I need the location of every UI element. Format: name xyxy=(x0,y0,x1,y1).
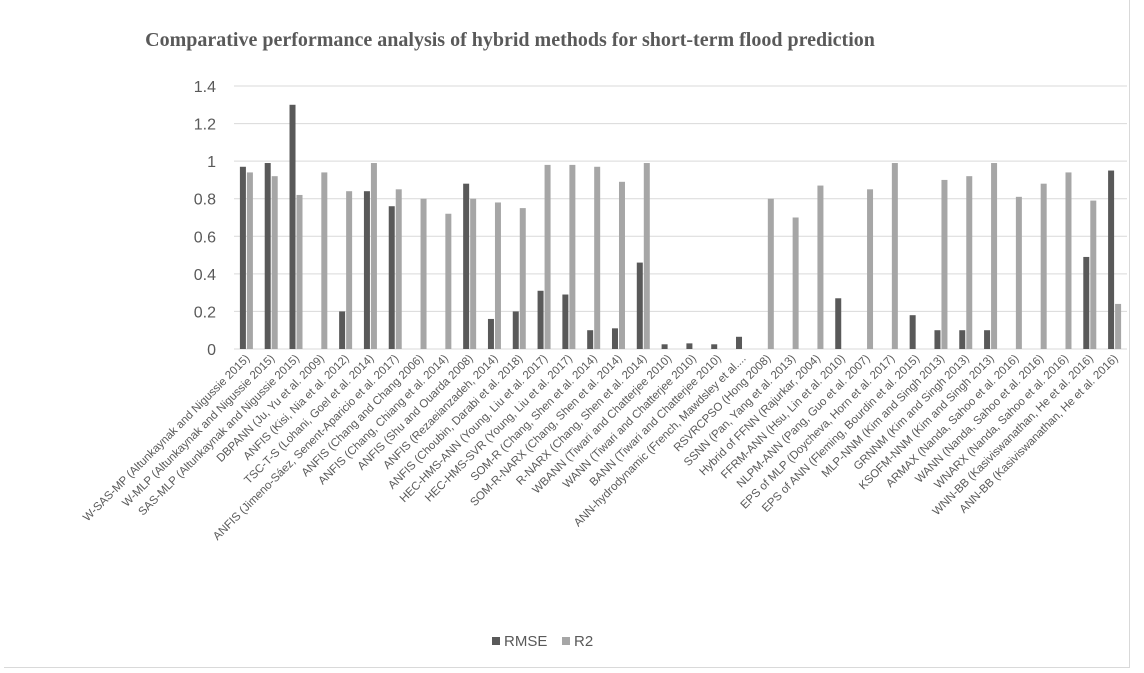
bar-rmse xyxy=(636,262,643,349)
y-tick-label: 0.4 xyxy=(194,267,216,284)
bar-r2 xyxy=(643,163,650,349)
bar-r2 xyxy=(1015,196,1022,349)
legend-swatch-r2 xyxy=(562,637,570,645)
bar-rmse xyxy=(611,328,618,349)
bar-r2 xyxy=(594,166,601,349)
bar-r2 xyxy=(296,194,303,349)
bar-rmse xyxy=(537,290,544,349)
bar-rmse xyxy=(1083,256,1090,349)
x-category-label: W-SAS-MP (Altunkaynak and Nigussie 2015) xyxy=(81,353,252,524)
y-tick-label: 1 xyxy=(207,154,216,171)
bar-r2 xyxy=(618,181,625,349)
y-tick-label: 1.4 xyxy=(194,79,216,96)
bar-rmse xyxy=(909,315,916,349)
bar-rmse xyxy=(388,206,395,349)
bar-r2 xyxy=(569,164,576,349)
y-tick-label: 0.8 xyxy=(194,192,216,209)
bar-rmse xyxy=(835,298,842,349)
bar-r2 xyxy=(445,213,452,349)
bar-r2 xyxy=(321,172,328,349)
bar-r2 xyxy=(494,202,501,349)
bar-r2 xyxy=(966,176,973,349)
bar-rmse xyxy=(463,183,470,349)
bar-rmse xyxy=(264,163,271,349)
bar-rmse xyxy=(661,344,668,349)
bar-rmse xyxy=(934,330,941,349)
y-tick-label: 0.2 xyxy=(194,304,216,321)
bar-r2 xyxy=(1115,303,1122,349)
bar-rmse xyxy=(487,318,494,349)
bar-rmse xyxy=(984,330,991,349)
legend-swatch-rmse xyxy=(492,637,500,645)
bar-rmse xyxy=(959,330,966,349)
bar-r2 xyxy=(767,198,774,349)
bar-rmse xyxy=(289,104,296,350)
bar-rmse xyxy=(587,330,594,349)
chart-title: Comparative performance analysis of hybr… xyxy=(145,29,875,51)
bar-r2 xyxy=(544,164,551,349)
bar-rmse xyxy=(686,343,693,349)
legend-label-r2: R2 xyxy=(574,633,593,650)
bar-rmse xyxy=(512,311,519,349)
bar-rmse xyxy=(339,311,346,349)
legend-label-rmse: RMSE xyxy=(504,633,547,650)
y-tick-label: 0.6 xyxy=(194,229,216,246)
bar-rmse xyxy=(363,191,370,349)
chart-area: Comparative performance analysis of hybr… xyxy=(4,0,1130,668)
bar-r2 xyxy=(1090,200,1097,349)
bar-r2 xyxy=(1065,172,1072,349)
bar-r2 xyxy=(991,163,998,349)
bar-r2 xyxy=(891,163,898,349)
bar-r2 xyxy=(817,185,824,349)
bar-r2 xyxy=(1040,183,1047,349)
bar-r2 xyxy=(420,198,427,349)
bar-r2 xyxy=(246,172,253,349)
y-tick-label: 0 xyxy=(207,342,216,359)
bar-r2 xyxy=(941,179,948,349)
bar-rmse xyxy=(1108,170,1115,349)
bar-r2 xyxy=(346,191,353,349)
bar-r2 xyxy=(470,198,477,349)
y-tick-label: 1.2 xyxy=(194,117,216,134)
bar-r2 xyxy=(792,217,799,349)
bar-r2 xyxy=(395,189,402,349)
bar-chart: Comparative performance analysis of hybr… xyxy=(81,29,1127,650)
bar-rmse xyxy=(562,294,569,349)
bar-r2 xyxy=(867,189,874,349)
bar-r2 xyxy=(519,208,526,349)
bar-rmse xyxy=(239,166,246,349)
bar-rmse xyxy=(711,344,718,349)
bar-rmse xyxy=(736,336,743,349)
bar-r2 xyxy=(271,176,278,349)
bar-r2 xyxy=(370,163,377,349)
